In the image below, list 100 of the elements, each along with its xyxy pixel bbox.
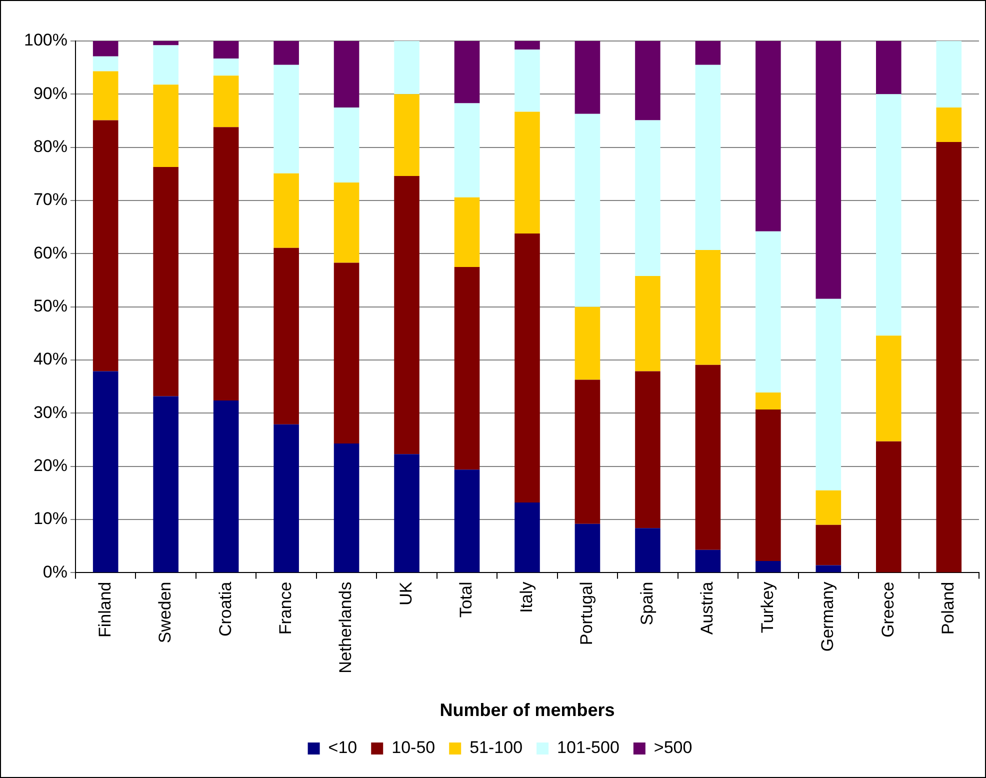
x-tick-label: UK <box>396 581 416 606</box>
x-tick-label: Turkey <box>758 581 777 634</box>
bar <box>454 41 480 104</box>
y-tick-label: 100% <box>24 30 68 50</box>
bar <box>92 41 118 56</box>
x-tick-label: Total <box>456 582 476 618</box>
bar <box>574 114 600 307</box>
y-tick-label: 80% <box>33 137 68 156</box>
bar <box>756 41 781 232</box>
bar <box>936 142 962 572</box>
bar <box>574 380 600 524</box>
bar <box>756 561 781 572</box>
bar <box>816 565 842 572</box>
x-tick-label: Sweden <box>156 582 175 644</box>
bar <box>334 262 360 444</box>
bar <box>635 276 660 372</box>
bar <box>756 392 781 410</box>
legend-label: <10 <box>328 738 358 758</box>
bar <box>213 127 239 400</box>
bar <box>394 41 420 94</box>
bar <box>876 441 902 572</box>
bar <box>274 173 299 248</box>
y-tick-label: 30% <box>33 402 68 422</box>
bar <box>92 56 118 72</box>
bar <box>153 396 178 572</box>
x-tick-label: Poland <box>938 582 958 635</box>
bar <box>936 41 962 108</box>
legend-label: 51-100 <box>470 738 523 758</box>
bar <box>334 107 360 182</box>
bar <box>153 45 178 85</box>
bar <box>274 424 299 572</box>
x-tick-label: Greece <box>878 582 898 638</box>
bar <box>334 182 360 263</box>
bar <box>153 84 178 168</box>
y-tick-label: 40% <box>33 350 68 369</box>
x-tick-label: Italy <box>516 581 536 613</box>
x-tick-label: Spain <box>637 582 656 626</box>
bar <box>454 197 480 267</box>
bar <box>394 454 420 572</box>
bar <box>454 103 480 198</box>
bar <box>92 371 118 572</box>
bar <box>756 409 781 562</box>
bar <box>213 41 239 59</box>
x-tick-label: Germany <box>818 581 838 652</box>
bar <box>695 364 721 550</box>
bar <box>574 306 600 380</box>
bar <box>756 231 781 392</box>
bar <box>816 524 842 566</box>
legend-label: 10-50 <box>392 738 436 758</box>
y-tick-label: 70% <box>33 190 68 210</box>
y-tick-label: 60% <box>33 243 68 262</box>
bar <box>574 41 600 114</box>
x-tick-label: Portugal <box>577 582 596 646</box>
bar <box>514 112 540 234</box>
bar <box>635 120 660 276</box>
bar <box>695 550 721 572</box>
bar <box>876 336 902 442</box>
bar <box>574 524 600 572</box>
x-tick-label: Finland <box>95 582 114 638</box>
bar <box>635 41 660 120</box>
x-tick-label: Netherlands <box>336 582 356 674</box>
bar <box>635 371 660 528</box>
bar <box>213 400 239 572</box>
y-tick-label: 90% <box>33 84 68 103</box>
bar <box>876 41 902 94</box>
x-tick-label: Austria <box>698 581 717 635</box>
bar <box>816 298 842 490</box>
bar <box>213 58 239 76</box>
bar <box>334 444 360 572</box>
y-tick-label: 0% <box>42 562 68 582</box>
bar <box>334 41 360 108</box>
bar <box>394 176 420 454</box>
bar <box>695 250 721 365</box>
bar <box>695 41 721 65</box>
bar <box>394 94 420 176</box>
bar <box>816 490 842 525</box>
bar <box>454 266 480 470</box>
bar <box>936 107 962 142</box>
legend-label: >500 <box>654 738 692 758</box>
x-tick-label: France <box>276 582 295 635</box>
bar <box>274 64 299 174</box>
y-tick-label: 20% <box>33 456 68 476</box>
bar <box>454 470 480 572</box>
x-tick-label: Croatia <box>216 581 235 637</box>
bar <box>514 502 540 572</box>
bar <box>92 120 118 372</box>
bar <box>635 528 660 572</box>
bar <box>274 248 299 424</box>
bar <box>876 94 902 336</box>
x-axis-title: Number of members <box>440 700 615 720</box>
bar <box>213 76 239 128</box>
y-tick-label: 10% <box>33 509 68 528</box>
bar <box>514 50 540 112</box>
legend-label: 101-500 <box>557 738 620 758</box>
bar <box>153 167 178 396</box>
bar <box>816 41 842 299</box>
bar <box>153 41 178 46</box>
y-tick-label: 50% <box>33 296 68 316</box>
bar <box>274 41 299 65</box>
bar <box>92 71 118 120</box>
